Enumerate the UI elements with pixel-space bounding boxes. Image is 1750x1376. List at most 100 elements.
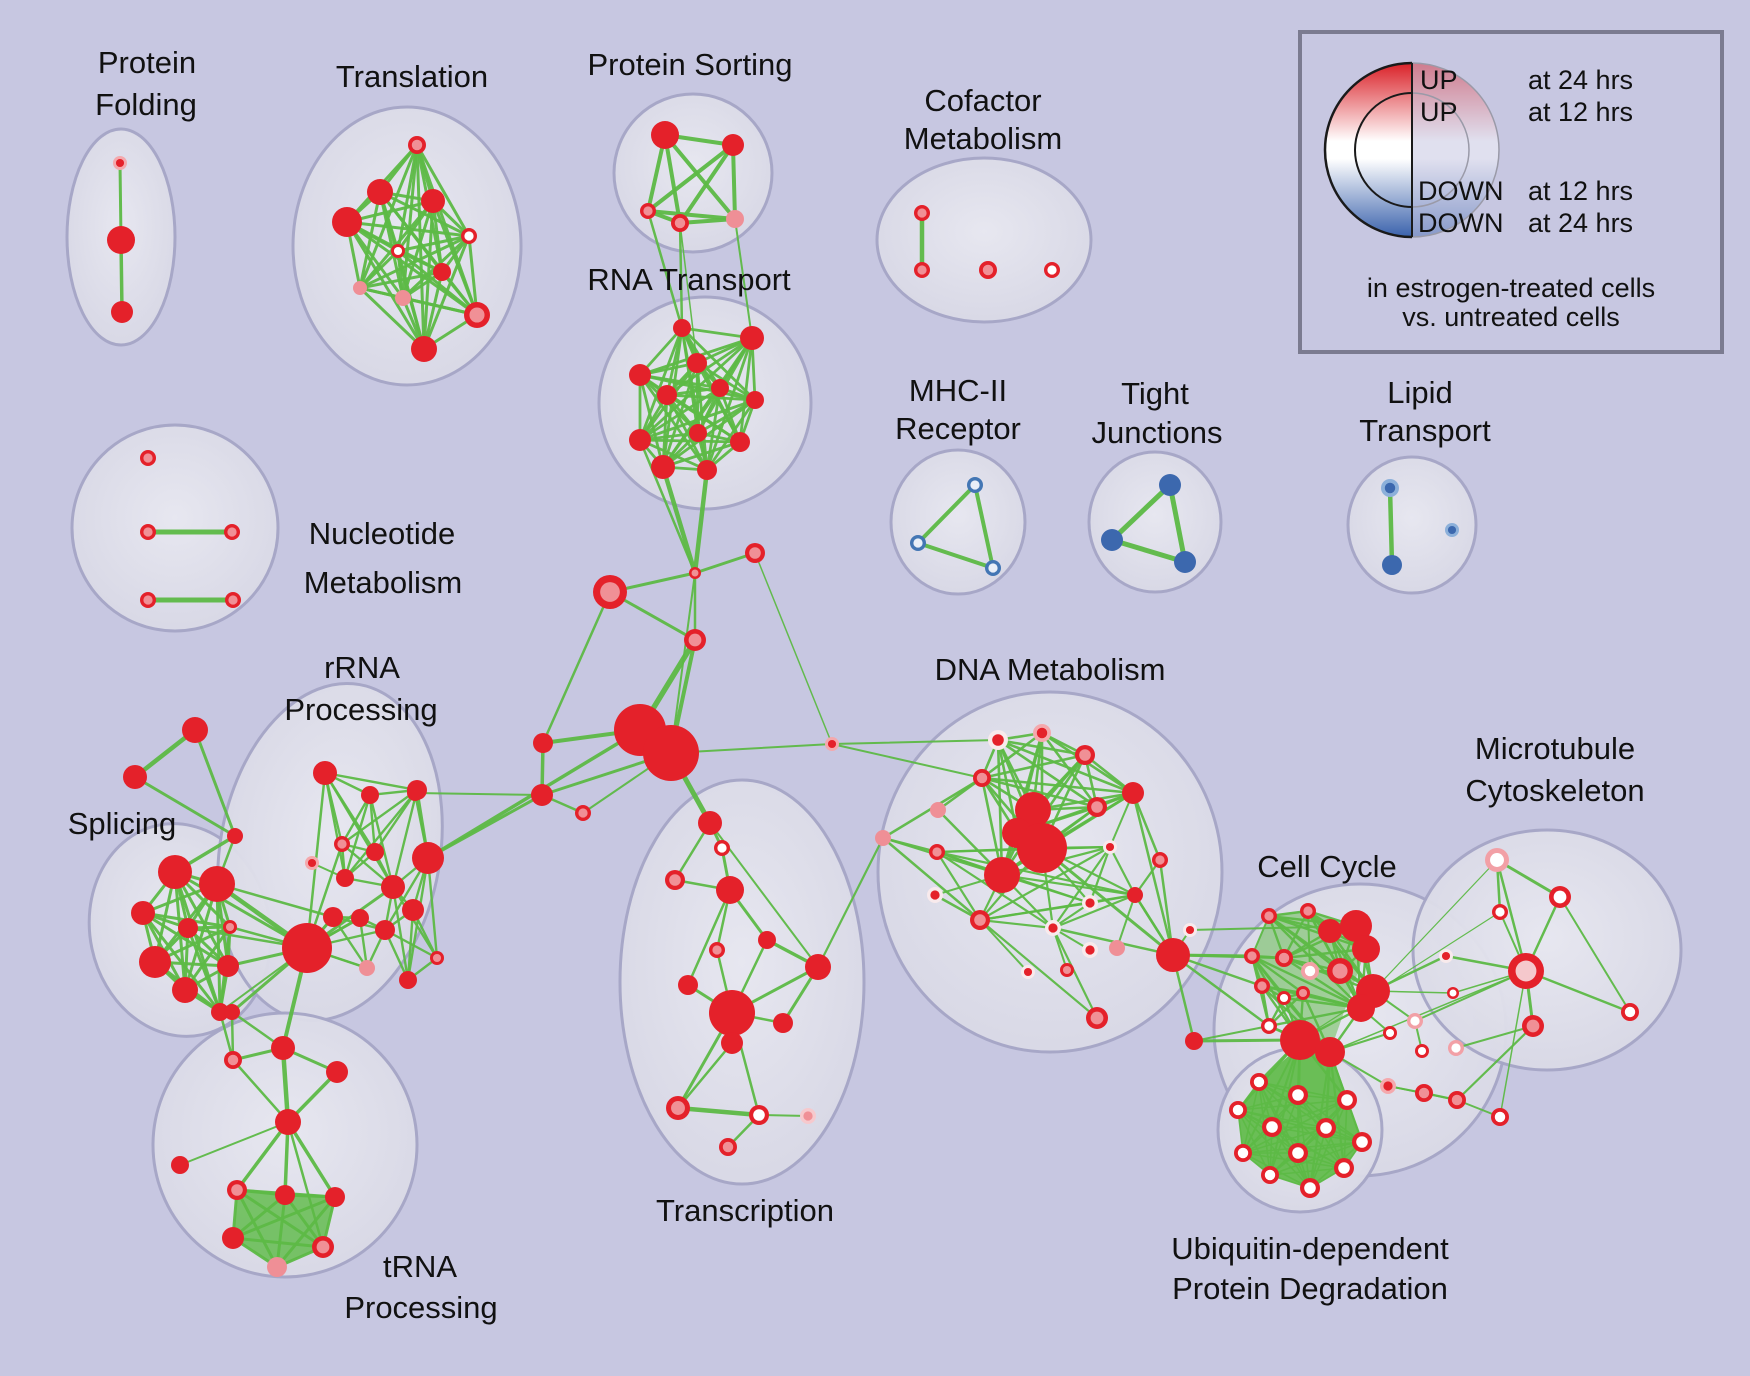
network-node bbox=[730, 432, 750, 452]
legend: UP at 24 hrs UP at 12 hrs DOWN at 12 hrs… bbox=[1298, 30, 1724, 354]
network-edge bbox=[173, 870, 309, 950]
network-edge bbox=[1297, 1141, 1363, 1154]
network-node-core bbox=[1417, 1046, 1427, 1056]
legend-up12-time: at 12 hrs bbox=[1528, 97, 1633, 127]
network-edge bbox=[678, 217, 737, 225]
network-node-core bbox=[464, 231, 474, 241]
network-edge bbox=[1171, 953, 1271, 1028]
network-node bbox=[651, 455, 675, 479]
network-edge bbox=[936, 776, 984, 812]
network-node-core bbox=[1494, 1111, 1506, 1123]
network-edge bbox=[1131, 791, 1162, 862]
network-edge bbox=[1250, 954, 1286, 1000]
cluster-label-mhc-ii-receptor: MHC-II bbox=[909, 373, 1007, 408]
network-node-core bbox=[316, 1240, 330, 1254]
network-edge bbox=[638, 326, 684, 442]
network-edge bbox=[1269, 1099, 1348, 1176]
network-node bbox=[1159, 474, 1181, 496]
network-node-core bbox=[411, 139, 423, 151]
network-edge bbox=[1299, 911, 1501, 1041]
network-node bbox=[326, 1061, 348, 1083]
network-edge bbox=[1307, 910, 1311, 972]
network-node bbox=[1101, 529, 1123, 551]
network-edge bbox=[973, 483, 995, 570]
network-node bbox=[740, 326, 764, 350]
cluster-label-splicing: Splicing bbox=[68, 806, 177, 841]
network-edge bbox=[935, 850, 982, 922]
cluster-label-cofactor-metabolism: Metabolism bbox=[904, 121, 1063, 156]
cluster-label-rrna-processing: rRNA bbox=[324, 650, 400, 685]
network-node-core bbox=[1384, 482, 1396, 494]
network-node-core bbox=[469, 307, 485, 323]
legend-right-half-wash bbox=[1412, 63, 1499, 237]
network-node-core bbox=[1185, 925, 1195, 935]
cluster-ellipse-dna-metabolism bbox=[876, 690, 1224, 1054]
network-node-core bbox=[982, 264, 994, 276]
network-edge bbox=[358, 270, 444, 290]
legend-down12-time: at 12 hrs bbox=[1528, 176, 1633, 206]
network-node-core bbox=[1023, 967, 1033, 977]
network-node bbox=[178, 918, 198, 938]
cluster-ellipse-cofactor-metabolism bbox=[875, 156, 1093, 324]
network-node bbox=[1352, 935, 1380, 963]
network-edge bbox=[680, 326, 709, 472]
network-node-core bbox=[749, 547, 761, 559]
network-node-core bbox=[1304, 1182, 1316, 1194]
network-node-core bbox=[231, 1184, 243, 1196]
network-edge bbox=[406, 908, 415, 982]
network-node-core bbox=[1320, 1122, 1332, 1134]
network-node-core bbox=[578, 808, 588, 818]
network-edge bbox=[179, 1121, 289, 1166]
network-edge bbox=[1108, 845, 1137, 897]
network-edge bbox=[638, 373, 709, 472]
network-node-core bbox=[1356, 1136, 1368, 1148]
cluster-label-ubiquitin-degradation: Protein Degradation bbox=[1172, 1271, 1448, 1306]
network-node bbox=[222, 1227, 244, 1249]
network-edge bbox=[663, 133, 682, 225]
cluster-label-trna-processing: tRNA bbox=[383, 1249, 457, 1284]
network-node-core bbox=[1451, 1094, 1463, 1106]
network-node-core bbox=[688, 633, 702, 647]
network-node-core bbox=[827, 739, 837, 749]
network-edge bbox=[323, 771, 419, 792]
network-node bbox=[722, 134, 744, 156]
network-node bbox=[325, 1187, 345, 1207]
network-edge bbox=[1109, 537, 1188, 565]
network-node-core bbox=[1515, 960, 1537, 982]
network-node bbox=[361, 786, 379, 804]
network-node-core bbox=[803, 1111, 813, 1121]
network-node bbox=[773, 1013, 793, 1033]
network-node-core bbox=[717, 843, 727, 853]
network-edge bbox=[275, 1195, 337, 1269]
network-edge bbox=[1242, 1127, 1327, 1154]
legend-caption-line1: in estrogen-treated cells bbox=[1367, 273, 1655, 303]
network-node bbox=[421, 189, 445, 213]
cluster-label-ubiquitin-degradation: Ubiquitin-dependent bbox=[1171, 1231, 1449, 1266]
cluster-ellipse-nucleotide-metabolism bbox=[70, 423, 280, 633]
network-edge bbox=[396, 234, 471, 253]
network-edge bbox=[638, 398, 757, 442]
network-edge bbox=[340, 788, 419, 846]
network-node bbox=[1280, 1020, 1320, 1060]
network-node bbox=[111, 301, 133, 323]
network-node bbox=[758, 931, 776, 949]
network-edge bbox=[1116, 894, 1136, 949]
network-node-core bbox=[1279, 993, 1289, 1003]
network-edge bbox=[340, 793, 372, 846]
network-node bbox=[1315, 1037, 1345, 1067]
cluster-label-trna-processing: Processing bbox=[344, 1290, 497, 1325]
network-edge bbox=[638, 386, 722, 442]
network-node-core bbox=[1441, 951, 1451, 961]
network-node-core bbox=[722, 1141, 734, 1153]
edge-blob bbox=[233, 1190, 335, 1267]
network-node bbox=[1318, 919, 1342, 943]
cluster-label-transcription: Transcription bbox=[656, 1193, 834, 1228]
network-node bbox=[323, 907, 343, 927]
network-node bbox=[275, 1109, 301, 1135]
cluster-ellipse-trna-processing bbox=[151, 1011, 419, 1279]
network-node bbox=[282, 923, 332, 973]
network-edge bbox=[1329, 970, 1527, 1053]
network-node bbox=[697, 460, 717, 480]
network-layer: Protein Folding Translation Protein Sorting… bbox=[65, 45, 1683, 1325]
network-edge bbox=[1495, 858, 1528, 973]
